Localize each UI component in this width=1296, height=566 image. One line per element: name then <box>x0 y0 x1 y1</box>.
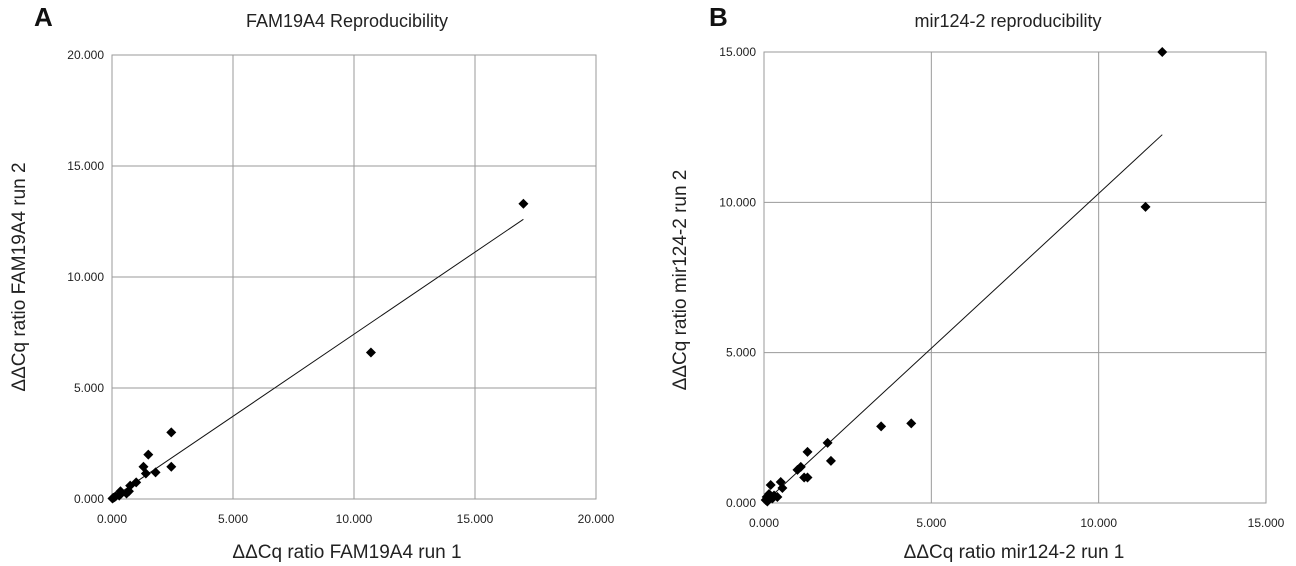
panel-a-y-tick-label: 20.000 <box>67 48 104 62</box>
panel-b-data-point <box>772 491 783 502</box>
panel-b-data-point <box>777 482 788 493</box>
panel-b-letter: B <box>709 2 728 32</box>
panel-b-data-point <box>765 479 776 490</box>
panel-b-data-point <box>906 418 917 429</box>
panel-b-title: mir124-2 reproducibility <box>914 11 1101 31</box>
panel-b-y-tick-label: 15.000 <box>719 45 756 59</box>
panel-b-data-point <box>825 455 836 466</box>
panel-b-data-point <box>802 446 813 457</box>
panel-b-chart: B mir124-2 reproducibility ΔΔCq ratio mi… <box>670 2 1285 563</box>
panel-a-data-point <box>140 468 151 479</box>
panel-b-x-axis-label: ΔΔCq ratio mir124-2 run 1 <box>904 542 1125 563</box>
panel-a-data-point <box>166 427 177 438</box>
panel-b-data-point <box>822 437 833 448</box>
panel-b-trendline <box>763 134 1163 504</box>
panel-b-y-tick-label: 5.000 <box>726 346 756 360</box>
panel-b-x-tick-label: 15.000 <box>1248 516 1285 530</box>
panel-a-x-tick-label: 0.000 <box>97 512 127 526</box>
panel-a-chart: A FAM19A4 Reproducibility ΔΔCq ratio FAM… <box>9 2 615 563</box>
panel-b-data-point <box>802 472 813 483</box>
panel-b-data-point <box>1140 201 1151 212</box>
panel-b-y-tick-label: 10.000 <box>719 195 756 209</box>
panel-a-letter: A <box>34 2 53 32</box>
panel-a-y-tick-label: 10.000 <box>67 270 104 284</box>
panel-a-data-point <box>143 449 154 460</box>
panel-b-data-point <box>1157 47 1168 57</box>
panel-b-x-tick-label: 0.000 <box>749 516 779 530</box>
panel-a-data-point <box>365 347 376 358</box>
panel-b-data-point <box>795 461 806 472</box>
panel-a-x-tick-label: 15.000 <box>457 512 494 526</box>
panel-a-x-axis-label: ΔΔCq ratio FAM19A4 run 1 <box>232 542 461 563</box>
panel-a-y-tick-label: 5.000 <box>74 381 104 395</box>
panel-a-x-tick-label: 10.000 <box>336 512 373 526</box>
panel-b-y-axis-label: ΔΔCq ratio mir124-2 run 2 <box>670 170 691 391</box>
panel-b-y-tick-label: 0.000 <box>726 496 756 510</box>
panel-a-data-point <box>166 461 177 472</box>
panel-a-y-axis-label: ΔΔCq ratio FAM19A4 run 2 <box>9 162 30 391</box>
panel-b-data-point <box>876 421 887 432</box>
panel-a-title: FAM19A4 Reproducibility <box>246 11 448 31</box>
panel-b-x-tick-label: 5.000 <box>916 516 946 530</box>
panel-b-plot-area <box>763 51 1267 504</box>
panel-a-y-tick-label: 0.000 <box>74 492 104 506</box>
panel-a-data-point <box>150 467 161 478</box>
panel-b-x-tick-label: 10.000 <box>1080 516 1117 530</box>
panel-a-trendline <box>111 218 524 499</box>
panel-a-data-point <box>131 477 142 488</box>
panel-a-x-tick-label: 5.000 <box>218 512 248 526</box>
panel-a-y-tick-label: 15.000 <box>67 159 104 173</box>
panel-a-data-point <box>518 198 529 209</box>
panel-a-x-tick-label: 20.000 <box>578 512 615 526</box>
